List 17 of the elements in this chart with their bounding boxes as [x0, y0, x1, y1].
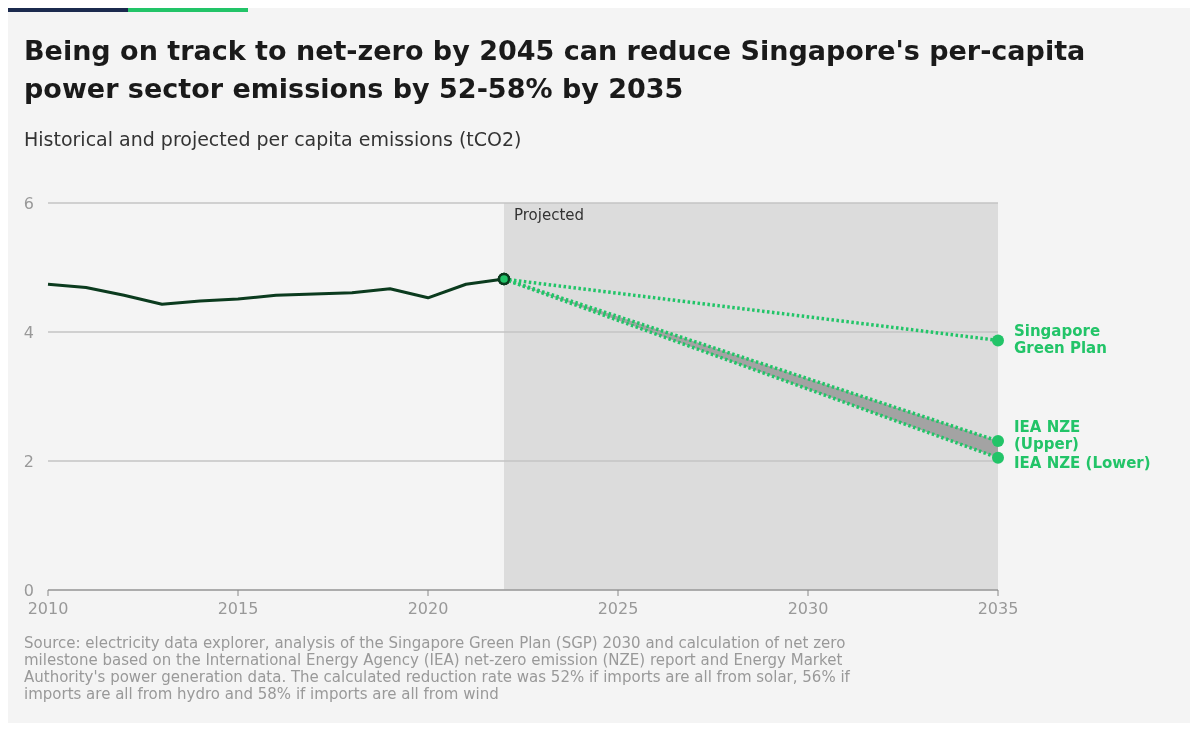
- chart-subtitle: Historical and projected per capita emissions (tCO2): [24, 128, 522, 150]
- source-note: Source: electricity data explorer, analysis of the Singapore Green Plan (SGP) 2030 and calculation of net zero milestone based on the International Energy Agency (IEA) net-zero emission (NZE) report and Energy Market Authority's power generation data. The calculated reduction rate was 52% if imports are all from solar, 56% if imports are all from hydro and 58% if imports are all from wind: [24, 634, 851, 703]
- x-tick-label: 2015: [217, 599, 259, 618]
- y-tick-label: 2: [23, 451, 34, 471]
- series-label: Singapore Green Plan: [1014, 322, 1107, 358]
- y-tick-label: 6: [23, 193, 34, 213]
- series-label: IEA NZE (Upper): [1014, 417, 1081, 453]
- chart-title: Being on track to net-zero by 2045 can reduce Singapore's per-capita power sector emissions by 52-58% by 2035: [24, 35, 1086, 104]
- band-label: Projected: [514, 206, 585, 224]
- y-tick-label: 0: [23, 580, 34, 600]
- x-tick-label: 2035: [977, 599, 1019, 618]
- x-tick-label: 2010: [27, 599, 69, 618]
- x-tick-label: 2025: [597, 599, 639, 618]
- y-tick-label: 4: [23, 322, 34, 342]
- x-tick-label: 2020: [407, 599, 449, 618]
- series-label: IEA NZE (Lower): [1014, 453, 1151, 472]
- x-tick-label: 2030: [787, 599, 829, 618]
